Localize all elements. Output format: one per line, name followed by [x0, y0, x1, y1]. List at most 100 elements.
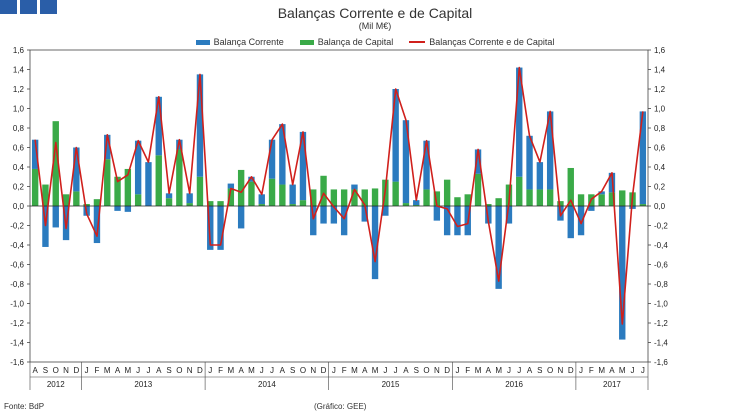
- x-month-label: A: [280, 366, 286, 375]
- bar-balanca-capital: [73, 191, 80, 206]
- legend-swatch-green: [299, 39, 314, 45]
- x-month-label: F: [218, 366, 223, 375]
- bar-balanca-capital: [310, 189, 317, 206]
- bar-balanca-capital: [443, 179, 451, 206]
- bar-balanca-capital: [546, 189, 554, 206]
- x-month-label: D: [73, 366, 79, 375]
- bar-balanca-corrente: [516, 67, 523, 177]
- x-month-label: A: [609, 366, 615, 375]
- y-tick-label-right: 0,4: [654, 163, 666, 172]
- legend-swatch-red-line: [409, 41, 426, 43]
- bar-balanca-corrente: [340, 206, 348, 236]
- bar-balanca-capital: [567, 167, 574, 206]
- bar-balanca-capital: [176, 149, 183, 206]
- bar-balanca-corrente: [196, 74, 204, 177]
- bar-balanca-corrente: [629, 206, 636, 209]
- x-year-label: 2012: [47, 380, 65, 389]
- bar-balanca-corrente: [93, 206, 101, 244]
- y-tick-label-left: 1,4: [13, 66, 25, 75]
- legend-item-balanca-capital: Balança de Capital: [299, 37, 394, 47]
- chart-title: Balanças Corrente e de Capital: [277, 5, 473, 21]
- bar-balanca-capital: [361, 189, 368, 206]
- bar-balanca-capital: [42, 184, 49, 206]
- y-tick-label-left: 1,2: [13, 85, 25, 94]
- y-tick-label-left: 1,6: [13, 46, 25, 55]
- x-month-label: M: [228, 366, 235, 375]
- bar-balanca-corrente: [52, 206, 59, 228]
- bar-balanca-capital: [268, 178, 276, 206]
- y-tick-label-right: 1,4: [654, 66, 666, 75]
- bar-balanca-capital: [536, 189, 544, 206]
- bar-balanca-capital: [639, 204, 647, 206]
- bar-balanca-capital: [526, 189, 533, 206]
- y-tick-label-right: -0,2: [654, 222, 668, 231]
- bar-balanca-corrente: [155, 96, 162, 156]
- bar-balanca-corrente: [42, 206, 49, 247]
- x-month-label: J: [383, 366, 387, 375]
- x-month-label: A: [32, 366, 38, 375]
- legend-label-balancas-total: Balanças Corrente e de Capital: [429, 37, 555, 47]
- x-month-label: M: [104, 366, 111, 375]
- bar-balanca-corrente: [639, 111, 647, 205]
- bar-balanca-corrente: [176, 139, 183, 150]
- y-tick-label-left: 1,0: [13, 105, 25, 114]
- y-tick-label-left: -0,8: [10, 280, 24, 289]
- x-year-label: 2016: [505, 380, 523, 389]
- bar-balanca-capital: [52, 121, 59, 206]
- x-month-label: F: [95, 366, 100, 375]
- bar-balanca-corrente: [423, 140, 430, 190]
- bar-balanca-corrente: [258, 194, 265, 205]
- bar-balanca-corrente: [495, 206, 502, 289]
- y-tick-label-right: -0,8: [654, 280, 668, 289]
- legend-label-balanca-capital: Balança de Capital: [317, 37, 394, 47]
- x-month-label: J: [631, 366, 635, 375]
- x-month-label: J: [332, 366, 336, 375]
- bar-balanca-corrente: [31, 139, 39, 169]
- bar-balanca-capital: [104, 159, 111, 206]
- y-tick-label-right: 1,2: [654, 85, 666, 94]
- x-month-label: J: [579, 366, 583, 375]
- chart-legend: Balança Corrente Balança de Capital Bala…: [0, 37, 750, 47]
- bar-balanca-corrente: [536, 162, 544, 190]
- x-month-label: J: [270, 366, 274, 375]
- bar-balanca-corrente: [371, 206, 379, 280]
- bar-balanca-capital: [340, 189, 348, 206]
- y-tick-label-right: 0,8: [654, 124, 666, 133]
- x-month-label: O: [547, 366, 553, 375]
- y-tick-label-right: -1,0: [654, 300, 668, 309]
- y-tick-label-right: 1,6: [654, 46, 666, 55]
- bar-balanca-capital: [402, 203, 410, 206]
- bar-balanca-corrente: [619, 206, 626, 340]
- bar-balanca-capital: [258, 204, 265, 206]
- bar-balanca-corrente: [299, 131, 307, 201]
- x-month-label: M: [372, 366, 379, 375]
- y-tick-label-left: 0,2: [13, 183, 25, 192]
- x-month-label: S: [43, 366, 48, 375]
- bar-balanca-corrente: [598, 191, 605, 195]
- chart-subtitle: (Mil M€): [358, 21, 392, 31]
- y-tick-label-left: -1,0: [10, 300, 24, 309]
- bar-balanca-corrente: [114, 206, 121, 211]
- y-tick-label-right: 1,0: [654, 105, 666, 114]
- y-tick-label-left: -1,2: [10, 319, 24, 328]
- bar-balanca-corrente: [454, 206, 461, 236]
- y-tick-label-left: -0,2: [10, 222, 24, 231]
- bar-balanca-corrente: [526, 135, 533, 190]
- bar-balanca-corrente: [443, 206, 451, 236]
- y-tick-label-left: -1,6: [10, 358, 24, 367]
- bar-balanca-capital: [516, 176, 523, 206]
- bar-balanca-capital: [289, 204, 296, 206]
- bar-balanca-corrente: [413, 200, 420, 206]
- bar-balanca-capital: [433, 191, 441, 206]
- x-month-label: O: [423, 366, 429, 375]
- y-tick-label-right: 0,2: [654, 183, 666, 192]
- x-month-label: J: [85, 366, 89, 375]
- y-tick-label-left: 0,0: [13, 202, 25, 211]
- x-month-label: N: [434, 366, 440, 375]
- bar-balanca-corrente: [145, 162, 152, 206]
- bar-balanca-capital: [485, 204, 492, 206]
- bar-balanca-capital: [279, 184, 286, 206]
- x-month-label: N: [187, 366, 193, 375]
- x-month-label: A: [403, 366, 409, 375]
- bar-balanca-capital: [299, 200, 307, 206]
